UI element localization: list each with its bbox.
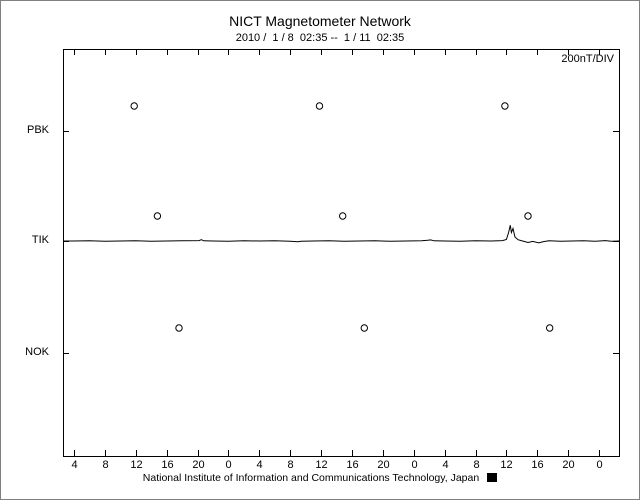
noon-marker-tik	[339, 212, 347, 220]
noon-marker-nok	[360, 324, 368, 332]
x-tick-label: 16	[346, 459, 359, 471]
noon-marker-nok	[175, 324, 183, 332]
institute-name: National Institute of Information and Co…	[142, 472, 480, 484]
station-label-pbk: PBK	[26, 124, 49, 136]
station-label-nok: NOK	[25, 346, 49, 358]
x-tick-label: 20	[192, 459, 205, 471]
noon-marker-tik	[153, 212, 162, 220]
noon-marker-tik	[524, 212, 532, 220]
x-tick-label: 16	[531, 459, 544, 471]
x-tick-label: 12	[130, 459, 143, 471]
x-tick-label: 4	[442, 459, 449, 471]
x-tick-label: 8	[102, 459, 109, 471]
station-label-tik: TIK	[31, 234, 49, 246]
plot-frame	[63, 49, 620, 457]
x-tick-label: 8	[287, 459, 294, 471]
x-tick-label: 12	[315, 459, 328, 471]
x-tick-label: 20	[562, 459, 575, 471]
x-tick-label: 20	[377, 459, 390, 471]
trace-tik	[63, 225, 620, 244]
time-range-subtitle: 2010 / 1 / 8 02:35 -- 1 / 11 02:35	[235, 32, 405, 44]
x-tick-label: 0	[225, 459, 232, 471]
x-tick-label: 4	[71, 459, 78, 471]
x-tick-label: 12	[500, 459, 513, 471]
chart-title: NICT Magnetometer Network	[229, 13, 411, 29]
footer: National Institute of Information and Co…	[1, 472, 639, 484]
x-tick-label: 0	[596, 459, 603, 471]
nict-logo-icon	[487, 473, 498, 482]
x-tick-label: 4	[256, 459, 263, 471]
noon-marker-pbk	[130, 102, 138, 110]
noon-marker-pbk	[501, 102, 509, 110]
noon-marker-pbk	[315, 102, 324, 110]
x-tick-label: 8	[473, 459, 480, 471]
noon-marker-nok	[546, 324, 554, 332]
x-tick-label: 0	[411, 459, 418, 471]
x-tick-label: 16	[161, 459, 174, 471]
scale-per-division-label: 200nT/DIV	[561, 53, 614, 65]
